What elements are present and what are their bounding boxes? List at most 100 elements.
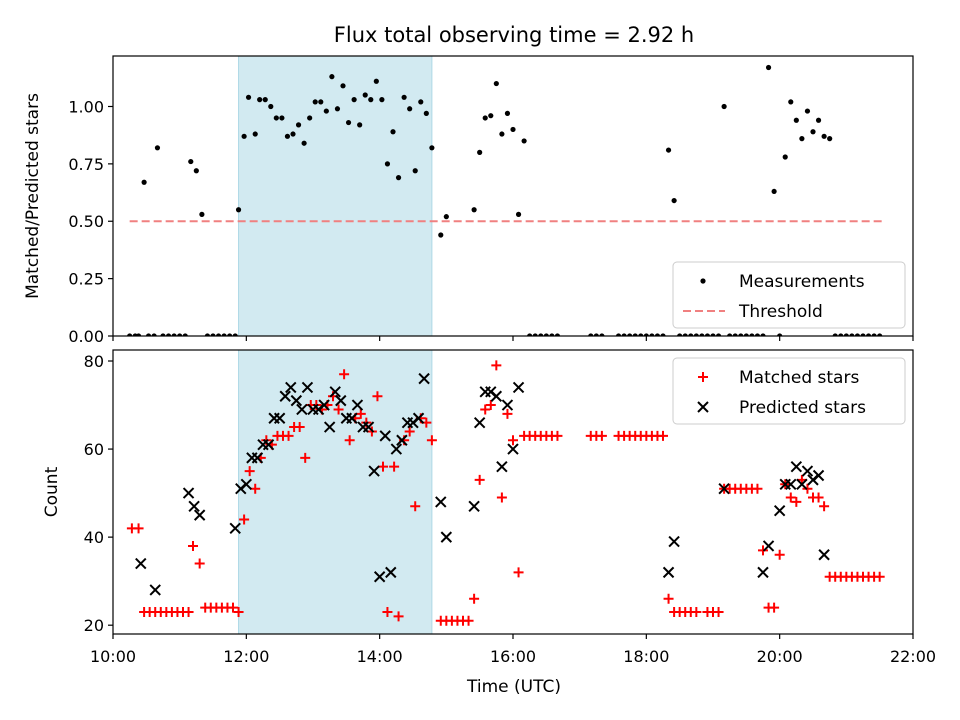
measurement-point [554,333,561,336]
legend-label: Threshold [738,302,823,322]
measurement-point [141,179,147,185]
measurement-point [151,333,157,336]
measurement-point [665,147,672,153]
predicted-star-point [301,381,314,394]
measurement-point [854,333,861,336]
measurement-point [827,136,833,142]
measurement-point [301,140,307,146]
predicted-star-point [182,487,195,499]
matched-star-point [463,615,474,626]
legend-box [672,357,906,425]
matched-star-point [244,466,255,477]
predicted-star-point [390,443,403,455]
x-tick-label: 22:00 [890,647,936,666]
predicted-star-point [718,482,730,495]
predicted-star-point [329,386,341,398]
y-axis-label: Matched/Predicted stars [23,93,43,299]
matched-star-point [791,496,802,507]
measurement-point [677,333,683,336]
measurement-point [643,333,649,336]
predicted-star-point [362,421,375,433]
predicted-star-point [435,496,447,508]
measurement-point [368,97,374,103]
measurement-point [423,110,429,116]
measurement-point [699,333,705,336]
measurement-point [682,333,688,336]
predicted-star-point [373,571,386,583]
matched-star-point [813,492,824,503]
predicted-star-point [368,465,380,477]
measurement-point [418,99,424,105]
measurement-point [510,126,516,133]
measurement-point [615,333,622,336]
measurement-point [804,108,811,114]
matched-star-point [372,391,383,402]
predicted-star-point [279,390,291,402]
predicted-star-point [285,381,297,394]
measurement-point [777,333,783,336]
measurement-point [273,115,279,121]
predicted-star-point [762,540,775,552]
predicted-star-point [318,399,330,411]
measurement-point [693,333,699,336]
measurement-point [357,122,363,128]
matched-star-point [491,360,502,371]
measurement-point [182,333,188,336]
matched-star-point [513,567,524,578]
predicted-star-point [468,500,480,513]
matched-star-point [474,474,485,485]
matched-star-point [552,430,563,441]
measurement-point [632,333,638,336]
predicted-star-point [496,460,508,473]
x-tick-label: 10:00 [90,647,136,666]
measurement-point [493,80,499,87]
predicted-star-point [135,557,147,570]
x-axis-label: Time (UTC) [466,677,561,697]
measurement-point [532,333,538,336]
measurement-point [232,333,238,336]
legend-box [672,261,906,329]
measurement-point [488,113,494,119]
measurement-point [654,333,661,336]
legend-predicted-marker [697,401,709,413]
measurement-point [543,333,549,336]
measurement-point [482,115,488,121]
series-predicted-stars [135,372,830,596]
measurement-point [145,333,152,336]
matched-star-point [819,501,830,512]
predicted-star-point [418,372,430,385]
measurement-point [279,115,285,121]
y-tick-label: 0.75 [68,155,104,174]
measurement-point [727,333,733,336]
measurement-point [877,333,883,336]
measurement-point [235,207,242,213]
measurement-point [154,145,161,151]
matched-star-point [485,400,496,411]
plot-area [127,64,886,336]
measurement-point [849,333,855,336]
x-tick-label: 18:00 [623,647,669,666]
predicted-star-point [379,430,391,442]
y-tick-label: 20 [84,616,104,635]
legend-label: Matched stars [739,368,859,388]
measurement-point [188,158,194,165]
matched-star-point [404,426,415,437]
bottom-panel: 20 40 60 80 10:00 12:00 14:00 16:00 18:00 20:00 22… [42,349,936,666]
predicted-star-point [801,465,814,477]
measurement-point [821,133,827,139]
measurement-point [538,333,544,336]
measurement-point [193,168,199,174]
matched-star-point [874,571,885,582]
legend: Measurements Threshold [672,261,906,329]
measurement-point [660,333,666,336]
measurement-point [227,333,233,336]
matched-star-point [663,593,674,604]
measurement-point [290,131,296,137]
measurement-point [515,211,522,217]
legend-measurement-marker [700,278,706,284]
predicted-star-point [262,438,275,451]
x-tick-label: 12:00 [223,647,269,666]
measurement-point [412,168,418,174]
measurement-point [832,333,838,336]
measurement-point [329,74,335,80]
